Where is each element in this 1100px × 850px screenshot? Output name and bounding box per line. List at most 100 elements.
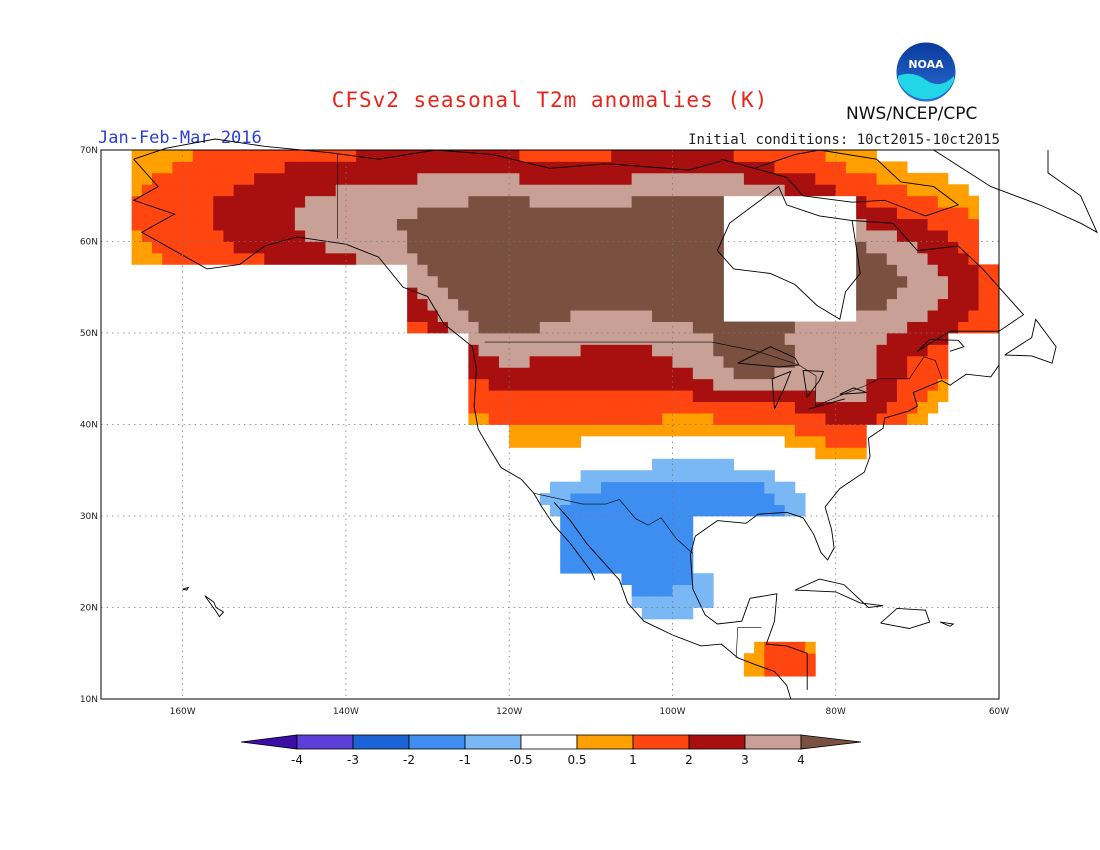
anomaly-cell — [662, 504, 673, 517]
anomaly-cell — [447, 241, 459, 254]
anomaly-cell — [886, 252, 898, 265]
anomaly-cell — [805, 344, 816, 357]
anomaly-cell — [805, 172, 816, 185]
anomaly-cell — [652, 252, 663, 265]
anomaly-cell — [529, 184, 541, 197]
anomaly-cell — [529, 252, 541, 265]
anomaly-cell — [172, 252, 184, 265]
anomaly-cell — [754, 333, 765, 345]
anomaly-cell — [682, 275, 694, 288]
anomaly-cell — [601, 344, 612, 357]
coastline — [880, 607, 931, 629]
anomaly-cell — [621, 573, 633, 586]
anomaly-cell — [733, 355, 745, 368]
anomaly-cell — [641, 550, 653, 563]
anomaly-cell — [233, 195, 245, 208]
anomaly-cell — [141, 195, 153, 208]
anomaly-cell — [652, 207, 663, 220]
anomaly-cell — [743, 321, 755, 334]
anomaly-cell — [835, 184, 847, 197]
anomaly-cell — [550, 424, 561, 437]
anomaly-cell — [774, 481, 786, 494]
anomaly-cell — [958, 310, 969, 322]
anomaly-cell — [580, 378, 592, 391]
anomaly-cell — [631, 516, 643, 528]
anomaly-cell — [437, 310, 449, 322]
anomaly-cell — [590, 333, 602, 345]
anomaly-cell — [631, 561, 643, 574]
anomaly-cell — [631, 333, 643, 345]
anomaly-cell — [845, 424, 857, 437]
anomaly-cell — [580, 344, 592, 357]
anomaly-cell — [152, 161, 163, 174]
anomaly-cell — [672, 538, 684, 551]
anomaly-cell — [539, 287, 551, 300]
anomaly-cell — [264, 172, 275, 185]
anomaly-cell — [539, 401, 551, 414]
anomaly-cell — [284, 184, 296, 197]
anomaly-cell — [498, 287, 510, 300]
anomaly-cell — [825, 390, 837, 403]
anomaly-cell — [570, 561, 582, 574]
anomaly-cell — [692, 252, 704, 265]
anomaly-cell — [937, 344, 949, 357]
anomaly-cell — [917, 355, 928, 368]
anomaly-cell — [621, 207, 633, 220]
anomaly-cell — [988, 264, 1000, 277]
anomaly-cell — [560, 252, 571, 265]
anomaly-cell — [805, 355, 816, 368]
anomaly-cell — [917, 230, 928, 242]
anomaly-cell — [223, 150, 235, 162]
anomaly-cell — [876, 161, 888, 174]
anomaly-cell — [774, 641, 786, 654]
anomaly-cell — [427, 230, 439, 242]
anomaly-cell — [886, 310, 898, 322]
anomaly-cell — [254, 150, 265, 162]
anomaly-cell — [703, 218, 714, 231]
anomaly-cell — [743, 413, 755, 425]
anomaly-cell — [550, 298, 561, 311]
anomaly-cell — [703, 230, 714, 242]
anomaly-cell — [305, 150, 316, 162]
anomaly-cell — [641, 413, 653, 425]
anomaly-cell — [713, 470, 724, 483]
colorbar: -4 -3 -2 -1 -0.5 0.5 1 2 3 4 — [240, 734, 862, 767]
anomaly-cell — [682, 321, 694, 334]
anomaly-cell — [876, 333, 888, 345]
anomaly-cell — [662, 310, 673, 322]
anomaly-cell — [590, 321, 602, 334]
anomaly-cell — [488, 195, 500, 208]
anomaly-cell — [529, 298, 541, 311]
anomaly-cell — [152, 241, 163, 254]
anomaly-cell — [947, 321, 959, 334]
anomaly-cell — [631, 401, 643, 414]
anomaly-cell — [233, 241, 245, 254]
anomaly-cell — [672, 481, 684, 494]
anomaly-cell — [805, 333, 816, 345]
anomaly-cell — [723, 413, 735, 425]
anomaly-cell — [498, 241, 510, 254]
anomaly-cell — [345, 161, 357, 174]
anomaly-cell — [692, 172, 704, 185]
anomaly-cell — [907, 378, 918, 391]
anomaly-cell — [876, 241, 888, 254]
anomaly-cell — [896, 378, 908, 391]
anomaly-cell — [866, 264, 877, 277]
anomaly-cell — [641, 195, 653, 208]
anomaly-cell — [662, 550, 673, 563]
anomaly-cell — [968, 207, 979, 220]
anomaly-cell — [631, 424, 643, 437]
anomaly-cell — [621, 355, 633, 368]
anomaly-cell — [550, 367, 561, 380]
anomaly-cell — [713, 401, 724, 414]
anomaly-cell — [713, 252, 724, 265]
anomaly-cell — [641, 241, 653, 254]
anomaly-cell — [478, 401, 490, 414]
anomaly-cell — [570, 378, 582, 391]
anomaly-cell — [213, 230, 224, 242]
anomaly-cell — [703, 321, 714, 334]
anomaly-cell — [835, 161, 847, 174]
anomaly-cell — [805, 150, 816, 162]
anomaly-cell — [876, 367, 888, 380]
anomaly-cell — [601, 230, 612, 242]
